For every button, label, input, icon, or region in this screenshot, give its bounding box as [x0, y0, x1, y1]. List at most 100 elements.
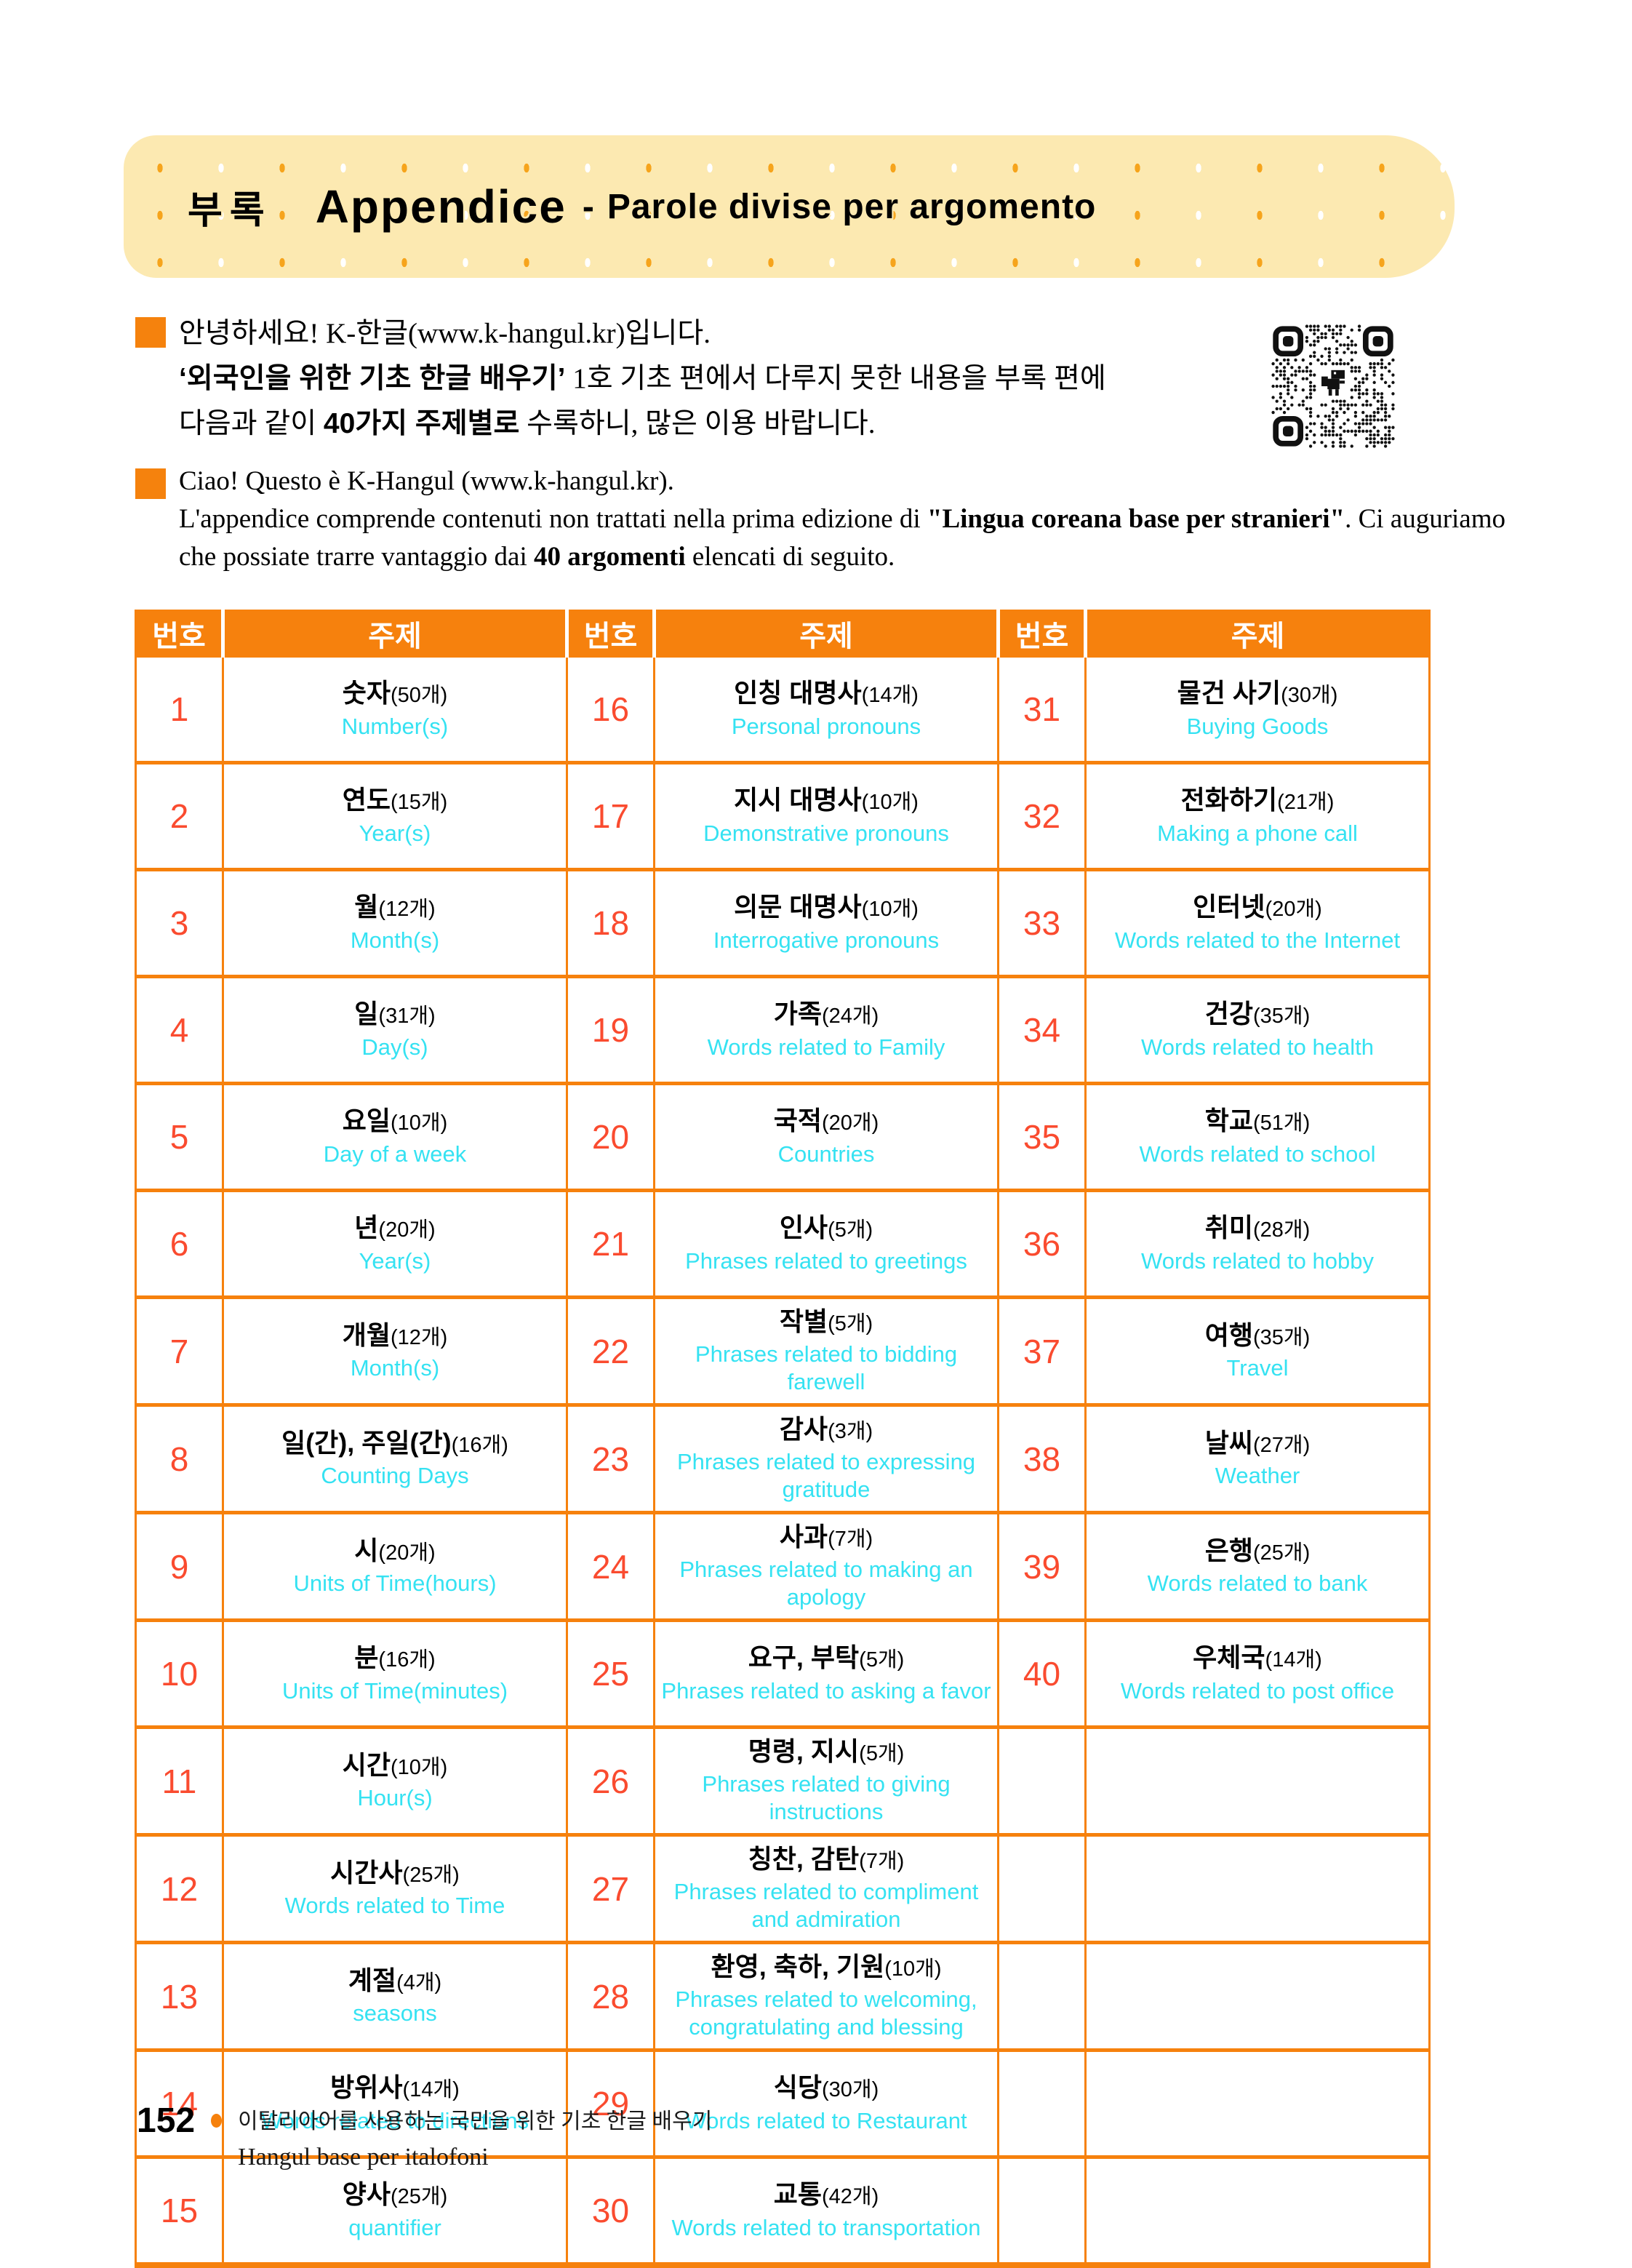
topic-korean: 시간사(25개) — [330, 1857, 460, 1888]
col-header-number: 번호 — [135, 610, 223, 658]
topic-korean: 사과(7개) — [779, 1522, 873, 1552]
topic-cell: 연도(15개) Year(s) — [222, 762, 568, 871]
topic-number — [997, 1942, 1087, 2053]
topic-cell — [1084, 2050, 1431, 2160]
intro-italian-text: Ciao! Questo è K-Hangul (www.k-hangul.kr… — [179, 463, 1517, 576]
topic-cell: 일(31개) Day(s) — [222, 976, 568, 1085]
table-row: 11 시간(10개) Hour(s) 26 명령, 지시(5개) Phrases rela… — [135, 1727, 1431, 1837]
topic-english: Year(s) — [359, 1247, 431, 1274]
banner-korean-title: 부록 — [188, 189, 272, 232]
topic-korean: 요구, 부탁(5개) — [748, 1642, 905, 1673]
topic-korean: 취미(28개) — [1204, 1213, 1311, 1243]
topic-cell: 의문 대명사(10개) Interrogative pronouns — [653, 869, 999, 978]
topic-english: Units of Time(hours) — [293, 1570, 497, 1597]
topic-cell: 년(20개) Year(s) — [222, 1190, 568, 1299]
table-row: 5 요일(10개) Day of a week 20 국적(20개) Countries 3… — [135, 1083, 1431, 1192]
topic-cell: 지시 대명사(10개) Demonstrative pronouns — [653, 762, 999, 871]
topic-english: Counting Days — [321, 1463, 469, 1489]
topic-korean: 국적(20개) — [773, 1106, 879, 1136]
topic-number: 5 — [135, 1083, 224, 1192]
topic-korean: 개월(12개) — [342, 1319, 448, 1350]
qr-dino-icon — [1321, 370, 1345, 396]
footer-text: 이탈리아어를 사용하는 국민을 위한 기초 한글 배우기 Hangul base… — [238, 2104, 712, 2171]
topic-korean: 인칭 대명사(14개) — [734, 678, 919, 708]
topic-korean: 가족(24개) — [773, 999, 879, 1029]
topic-count: (31개) — [378, 1005, 436, 1029]
topic-count: (12개) — [378, 898, 436, 922]
topic-korean: 요일(10개) — [342, 1106, 448, 1136]
topic-cell: 양사(25개) quantifier — [222, 2157, 568, 2267]
topic-number: 23 — [566, 1405, 655, 1515]
topic-number: 10 — [135, 1620, 224, 1730]
topic-number: 8 — [135, 1405, 224, 1515]
topic-count: (14개) — [402, 2078, 460, 2102]
topic-english: Personal pronouns — [731, 713, 921, 739]
topic-korean: 학교(51개) — [1204, 1106, 1311, 1136]
topic-count: (7개) — [828, 1528, 873, 1552]
topic-count: (24개) — [821, 1005, 879, 1029]
topic-english: Phrases related to welcoming, congratula… — [675, 1987, 977, 2040]
topic-number: 35 — [997, 1083, 1087, 1192]
orange-square-bullet-icon — [135, 468, 166, 499]
topic-count: (14개) — [1265, 1648, 1322, 1672]
topic-count: (25개) — [402, 1863, 460, 1887]
topic-english: Day of a week — [323, 1141, 467, 1167]
topic-number: 15 — [135, 2157, 224, 2267]
topic-count: (10개) — [390, 1111, 448, 1135]
topic-number: 31 — [997, 658, 1087, 764]
topic-korean: 인사(5개) — [779, 1213, 873, 1243]
topic-number: 7 — [135, 1297, 224, 1407]
topic-korean: 은행(25개) — [1204, 1535, 1311, 1565]
topic-number: 26 — [566, 1727, 655, 1837]
topic-cell: 방위사(14개) Words related to directions — [222, 2050, 568, 2160]
topic-count: (30개) — [821, 2078, 879, 2102]
topic-korean: 방위사(14개) — [330, 2072, 460, 2103]
topic-number: 38 — [997, 1405, 1087, 1515]
topic-korean: 계절(4개) — [348, 1965, 442, 1995]
topic-cell — [1084, 1727, 1431, 1837]
topic-english: Words related to health — [1141, 1034, 1374, 1060]
topic-number — [997, 1834, 1087, 1945]
topic-number: 4 — [135, 976, 224, 1085]
banner-dash: - — [582, 187, 594, 226]
topic-count: (7개) — [859, 1850, 905, 1874]
topic-number — [997, 2157, 1087, 2267]
topic-cell: 계절(4개) seasons — [222, 1942, 568, 2053]
topic-english: Weather — [1215, 1463, 1300, 1489]
col-header-number: 번호 — [996, 610, 1086, 658]
appendix-banner: 부록 Appendice - Parole divise per argomen… — [124, 135, 1455, 278]
topic-number: 12 — [135, 1834, 224, 1945]
footer-korean-title: 이탈리아어를 사용하는 국민을 위한 기초 한글 배우기 — [238, 2109, 713, 2133]
topic-number: 36 — [997, 1190, 1087, 1299]
topic-cell: 시간(10개) Hour(s) — [222, 1727, 568, 1837]
topic-count: (5개) — [828, 1218, 873, 1242]
topic-number: 40 — [997, 1620, 1087, 1730]
topic-number: 17 — [566, 762, 655, 871]
intro-italian: Ciao! Questo è K-Hangul (www.k-hangul.kr… — [135, 463, 1517, 576]
intro-korean-line3: 다음과 같이 40가지 주제별로 수록하니, 많은 이용 바랍니다. — [179, 408, 876, 439]
topic-cell: 작별(5개) Phrases related to bidding farewel… — [653, 1297, 999, 1407]
topic-cell: 교통(42개) Words related to transportation — [653, 2157, 999, 2267]
topic-number: 11 — [135, 1727, 224, 1837]
intro-korean-text: 안녕하세요! K-한글(www.k-hangul.kr)입니다. ‘외국인을 위… — [179, 311, 1106, 447]
topic-count: (10개) — [861, 791, 919, 815]
orange-dot-icon — [211, 2114, 223, 2128]
topic-number — [997, 1727, 1087, 1837]
topic-korean: 분(16개) — [354, 1642, 436, 1673]
table-row: 6 년(20개) Year(s) 21 인사(5개) Phrases related to… — [135, 1190, 1431, 1299]
topic-count: (10개) — [861, 898, 919, 922]
topic-count: (14개) — [861, 684, 919, 708]
topic-english: Words related to the Internet — [1114, 927, 1401, 953]
topic-number: 13 — [135, 1942, 224, 2053]
topic-cell: 감사(3개) Phrases related to expressing grat… — [653, 1405, 999, 1515]
topic-number: 2 — [135, 762, 224, 871]
topic-cell: 요일(10개) Day of a week — [222, 1083, 568, 1192]
topic-cell: 은행(25개) Words related to bank — [1084, 1512, 1431, 1623]
topic-english: Phrases related to asking a favor — [661, 1677, 991, 1704]
topic-korean: 환영, 축하, 기원(10개) — [711, 1952, 942, 1982]
topic-cell: 월(12개) Month(s) — [222, 869, 568, 978]
topic-number: 3 — [135, 869, 224, 978]
topic-count: (20개) — [821, 1111, 879, 1135]
topic-cell: 전화하기(21개) Making a phone call — [1084, 762, 1431, 871]
topic-english: Words related to Restaurant — [685, 2107, 967, 2133]
